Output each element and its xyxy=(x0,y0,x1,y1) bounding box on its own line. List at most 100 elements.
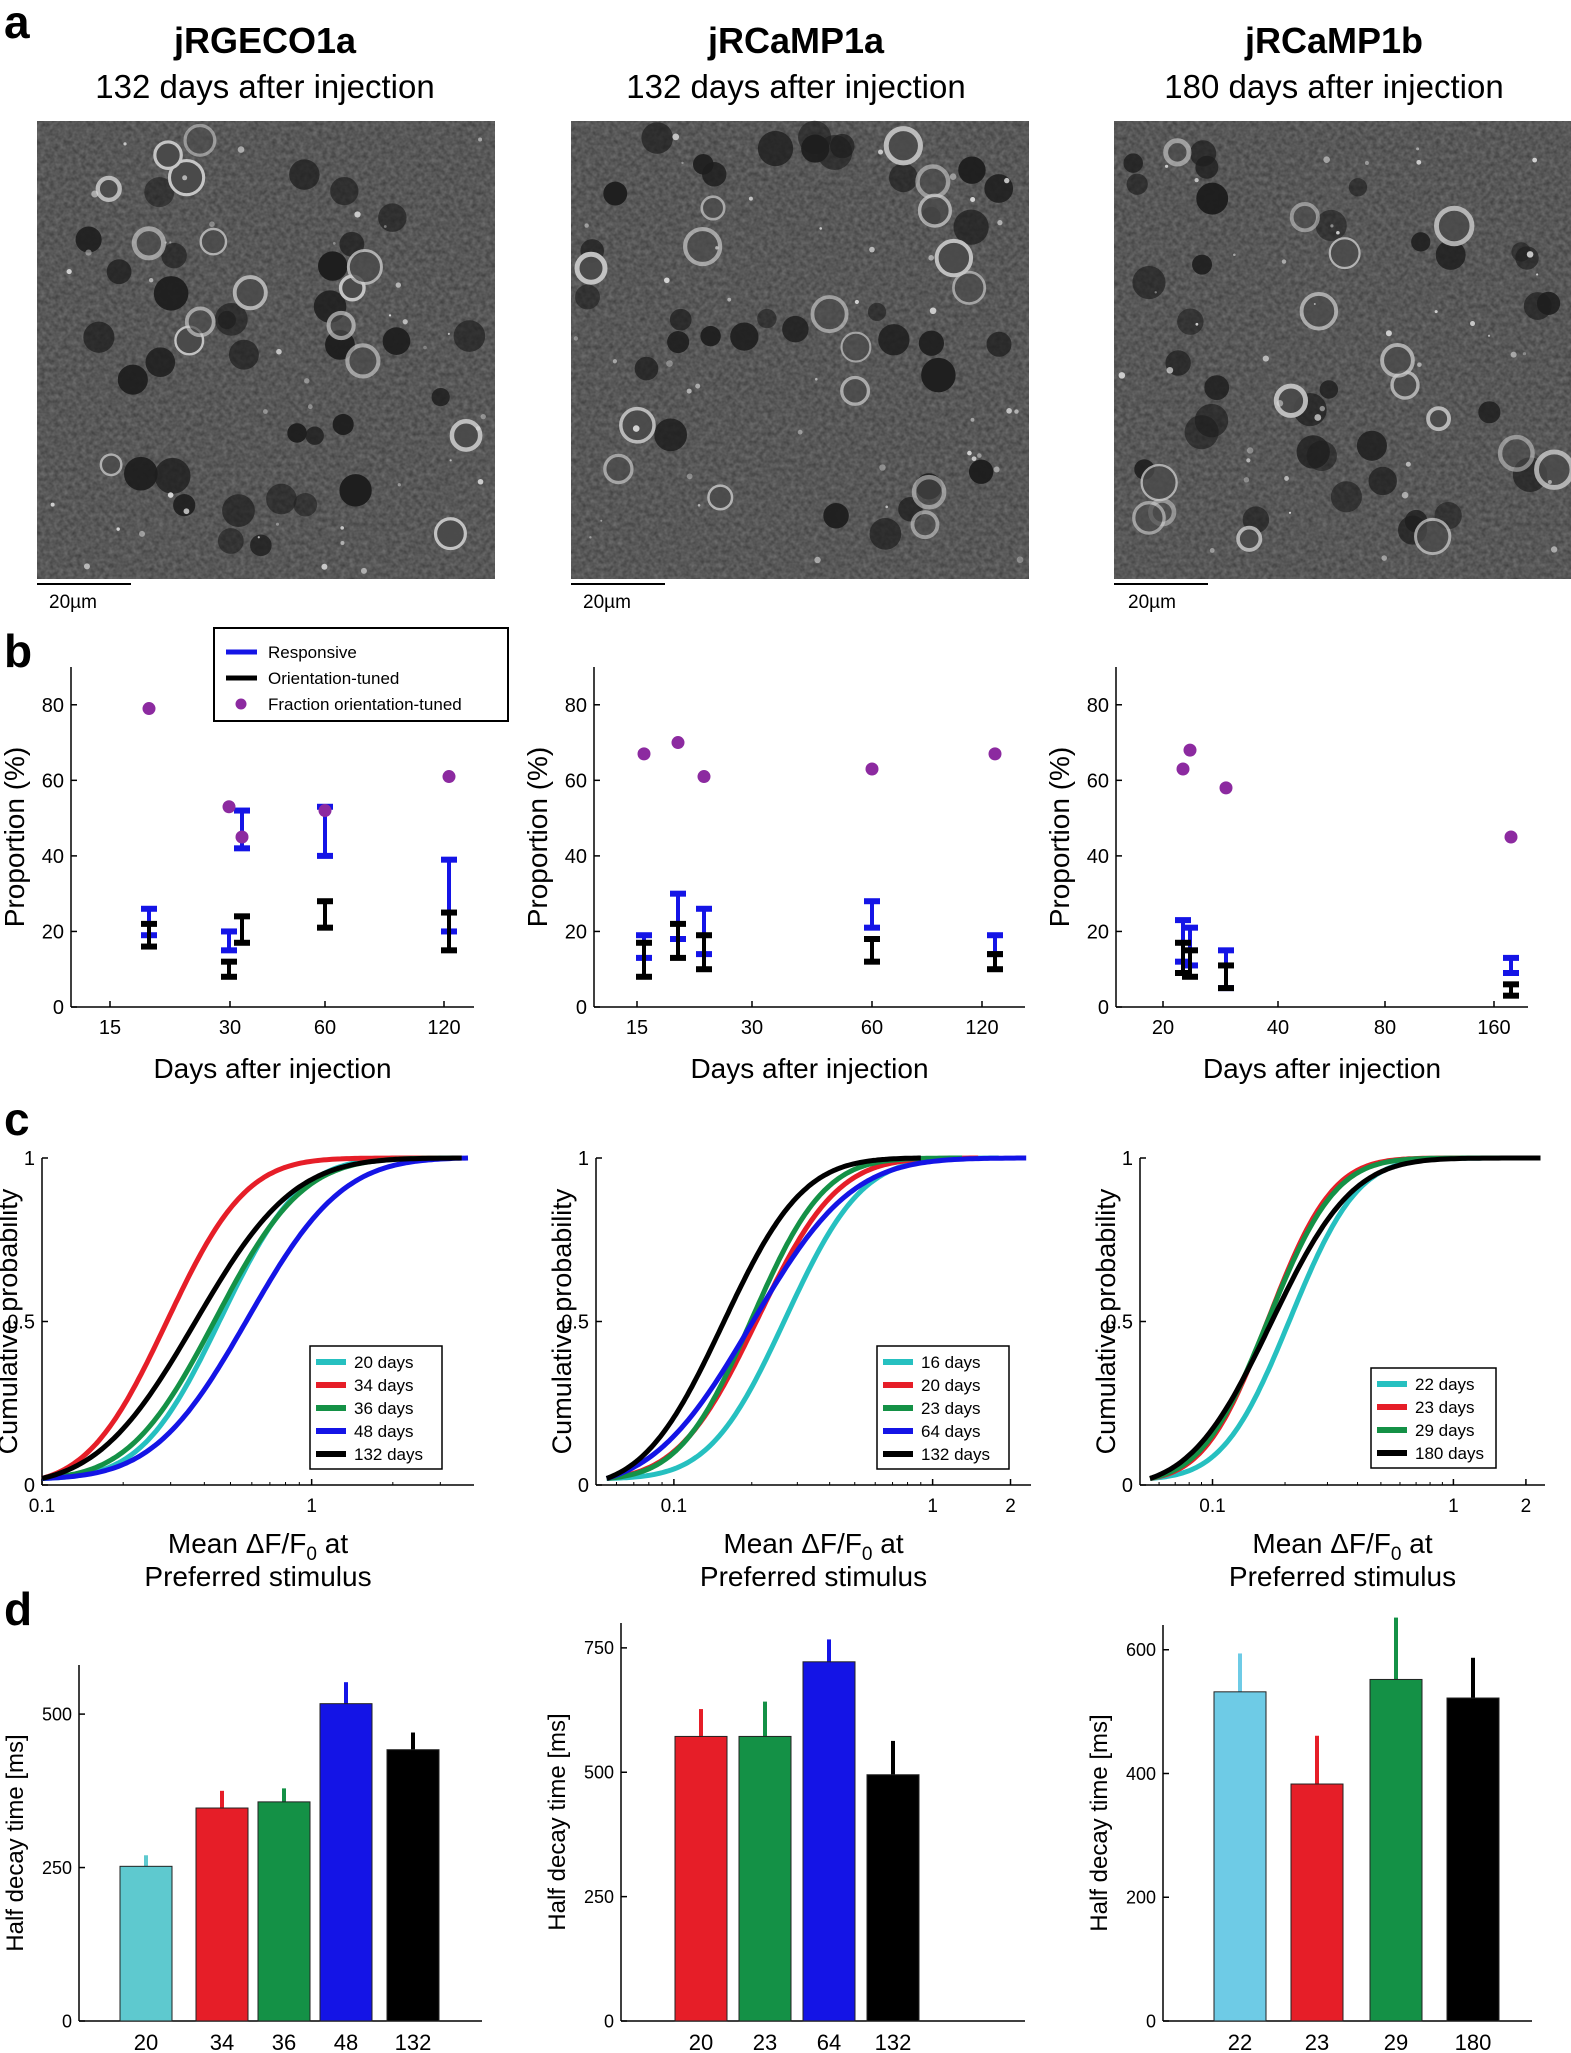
cdf-curve xyxy=(41,1155,441,1481)
labeled-cell xyxy=(1273,383,1309,418)
bright-spot xyxy=(600,519,603,522)
bright-spot xyxy=(1522,352,1527,356)
labeled-cell xyxy=(1328,237,1361,270)
bright-spot xyxy=(573,336,579,341)
bright-spot xyxy=(695,383,701,389)
labeled-cell xyxy=(1140,463,1178,502)
decay-chart-3-ytick-label: 200 xyxy=(1126,1888,1156,1908)
cdf-chart-1-y-label: Cumulative probability xyxy=(0,1188,23,1454)
bright-spot xyxy=(612,359,618,364)
bright-spot xyxy=(1164,164,1169,168)
decay-category-label: 34 xyxy=(210,2030,234,2053)
labeled-cell xyxy=(1534,449,1571,490)
bright-spot xyxy=(1416,159,1422,165)
fraction-point xyxy=(1504,830,1518,844)
dark-soma xyxy=(217,310,236,330)
orientation-errorbar xyxy=(317,898,333,931)
decay-chart-3-y-label: Half decay time [ms] xyxy=(1086,1714,1113,1931)
dark-soma xyxy=(1536,291,1561,315)
proportion-chart-1-ytick-label: 80 xyxy=(42,695,64,717)
bright-spot xyxy=(885,505,889,509)
proportion-chart-1-ytick-label: 40 xyxy=(42,846,64,868)
proportion-chart-3-ytick-label: 80 xyxy=(1087,695,1109,717)
proportion-chart-2-xtick-label: 30 xyxy=(741,1017,763,1039)
cdf-chart-1-ytick-label: 0 xyxy=(24,1475,35,1497)
dark-soma xyxy=(823,502,849,529)
cdf-chart-1-x-label-line2: Preferred stimulus xyxy=(144,1561,371,1592)
legend-label: 34 days xyxy=(354,1376,414,1395)
dark-soma xyxy=(293,492,318,517)
labeled-cell xyxy=(883,126,923,166)
proportion-chart-2-ytick-label: 40 xyxy=(565,846,587,868)
bright-spot xyxy=(681,161,684,165)
bright-spot xyxy=(672,133,680,141)
bright-spot xyxy=(477,478,484,485)
bright-spot xyxy=(869,246,875,253)
proportion-chart-2-xtick-label: 120 xyxy=(965,1017,998,1039)
legend-label: 22 days xyxy=(1415,1375,1475,1394)
bright-spot xyxy=(321,563,328,570)
proportion-chart-1-x-label: Days after injection xyxy=(153,1053,391,1084)
dark-soma xyxy=(641,122,673,154)
labeled-cell xyxy=(840,375,871,406)
cdf-chart-2-legend: 16 days 20 days 23 days 64 days 132 days xyxy=(876,1345,1010,1470)
labeled-cell xyxy=(131,226,166,261)
bright-spot xyxy=(1550,546,1558,553)
bright-spot xyxy=(91,190,99,198)
bright-spot xyxy=(1288,511,1292,514)
dark-soma xyxy=(217,528,244,554)
panel-label-c: c xyxy=(4,1093,30,1145)
cdf-chart-1-legend: 20 days 34 days 36 days 48 days 132 days xyxy=(309,1345,443,1470)
dark-soma xyxy=(287,423,307,443)
decay-category-label: 64 xyxy=(817,2030,841,2053)
bright-spot xyxy=(686,388,692,394)
fraction-point xyxy=(1183,743,1197,757)
proportion-chart-2-ytick-label: 20 xyxy=(565,921,587,943)
bright-spot xyxy=(1364,160,1369,165)
cdf-chart-3-ytick-label: 0 xyxy=(1122,1475,1133,1497)
cdf-chart-1-x-label: Mean ΔF/F0 at xyxy=(168,1528,348,1565)
dark-soma xyxy=(968,459,994,484)
bright-spot xyxy=(1194,178,1199,183)
decay-chart-1-y-label: Half decay time [ms] xyxy=(2,1734,29,1951)
labeled-cell xyxy=(1497,434,1535,472)
bright-spot xyxy=(139,530,146,537)
bright-spot xyxy=(66,268,72,275)
bright-spot xyxy=(1381,555,1388,561)
dark-soma xyxy=(1196,182,1229,215)
dark-soma xyxy=(83,321,115,353)
cdf-chart-3-x-label-part: at xyxy=(1401,1528,1432,1559)
dark-soma xyxy=(1204,375,1230,401)
micrograph-texture xyxy=(571,121,1029,579)
proportion-chart-3-y-label: Proportion (%) xyxy=(1044,747,1075,928)
bright-spot xyxy=(1416,147,1420,151)
decay-bar xyxy=(674,1735,728,2022)
cdf-chart-2-ytick-label: 0 xyxy=(578,1475,589,1497)
bright-spot xyxy=(478,137,483,142)
cdf-curve xyxy=(41,1155,469,1481)
labeled-cell xyxy=(952,270,987,305)
legend-label: 48 days xyxy=(354,1422,414,1441)
legend-label-fraction: Fraction orientation-tuned xyxy=(268,695,462,714)
bright-spot xyxy=(879,464,886,471)
proportion-chart-3-xtick-label: 80 xyxy=(1374,1017,1396,1039)
fraction-point xyxy=(988,747,1002,761)
cdf-chart-1-ytick-label: 0.5 xyxy=(7,1312,35,1334)
dark-soma xyxy=(1368,466,1397,496)
dark-soma xyxy=(603,181,628,206)
proportion-chart-2-xtick-label: 15 xyxy=(626,1017,648,1039)
orientation-errorbar xyxy=(141,920,157,950)
dark-soma xyxy=(654,418,688,452)
legend-label: 23 days xyxy=(921,1399,981,1418)
bright-spot xyxy=(1166,366,1174,374)
cdf-chart-1-x-label-subscript: 0 xyxy=(306,1544,317,1565)
legend-label: 20 days xyxy=(354,1353,414,1372)
labeled-cell xyxy=(326,310,356,341)
orientation-errorbar xyxy=(670,920,686,961)
bright-spot xyxy=(1314,414,1322,421)
bright-spot xyxy=(397,483,401,487)
decay-category-label: 36 xyxy=(272,2030,296,2053)
decay-category-label: 48 xyxy=(334,2030,358,2053)
bright-spot xyxy=(971,456,977,462)
decay-chart-2-ytick-label: 750 xyxy=(584,1638,614,1658)
